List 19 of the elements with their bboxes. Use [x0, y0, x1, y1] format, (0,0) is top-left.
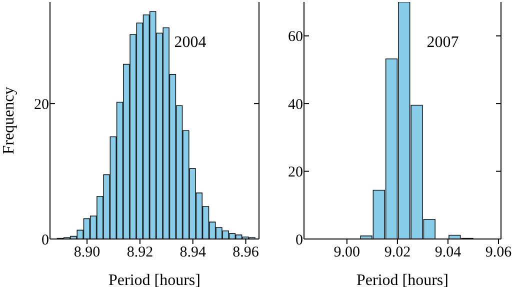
x-axis-title: Period [hours] — [356, 272, 448, 287]
x-tick-label: 9.06 — [485, 244, 512, 261]
annotation: 2007 — [426, 34, 459, 52]
x-tick-label: 8.92 — [126, 244, 154, 261]
y-axis-title: Frequency — [0, 86, 18, 154]
x-tick-label: 8.94 — [180, 244, 206, 261]
y-tick-label: 20 — [288, 164, 303, 181]
x-tick-label: 9.00 — [334, 244, 360, 261]
y-tick-label: 0 — [42, 232, 49, 248]
x-axis-title: Period [hours] — [108, 272, 200, 287]
x-tick-label: 8.90 — [74, 244, 100, 261]
y-tick-label: 40 — [288, 96, 303, 113]
x-tick-label: 9.04 — [434, 244, 462, 261]
y-tick-label: 60 — [288, 29, 303, 46]
y-tick-label: 0 — [296, 232, 303, 248]
x-tick-label: 9.02 — [384, 244, 411, 261]
y-tick-label: 20 — [34, 96, 49, 113]
annotation: 2004 — [174, 34, 206, 52]
x-tick-label: 8.96 — [232, 244, 260, 261]
